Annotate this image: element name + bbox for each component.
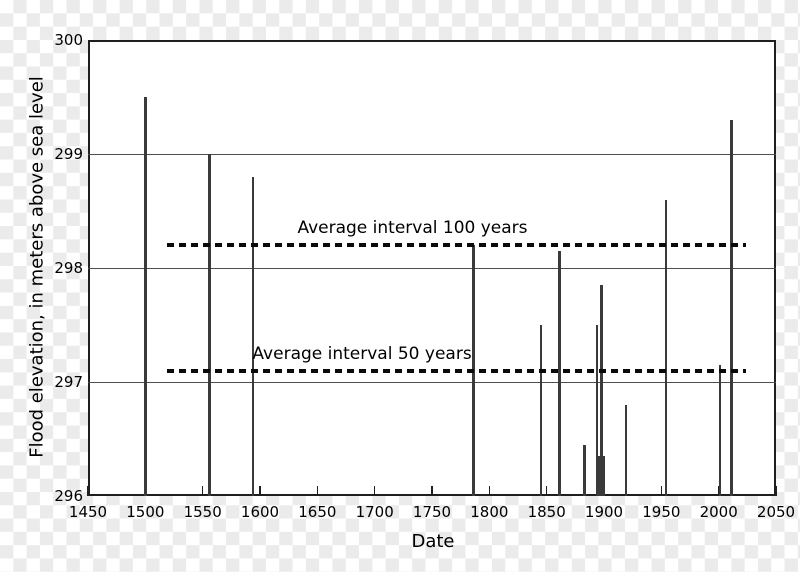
flood-spike <box>624 404 628 496</box>
x-tick-label: 1850 <box>527 503 566 521</box>
x-tick-label: 1900 <box>584 503 624 521</box>
y-tick-label: 296 <box>54 487 83 505</box>
y-tick-label: 299 <box>54 145 83 163</box>
x-tick-label: 1700 <box>355 503 394 521</box>
y-gridline <box>88 381 776 383</box>
x-tick <box>87 486 89 496</box>
x-tick-label: 1600 <box>240 503 280 521</box>
flood-spike <box>558 250 561 496</box>
flood-spike <box>595 325 599 496</box>
ref-line-label-100yr: Average interval 100 years <box>297 218 528 239</box>
x-tick <box>373 486 376 496</box>
flood-spike <box>251 176 255 496</box>
flood-spike <box>664 199 668 496</box>
ref-line-100yr <box>167 243 747 248</box>
ref-line-50yr <box>167 368 747 373</box>
flood-spike <box>730 119 733 496</box>
x-tick <box>660 486 663 496</box>
x-tick <box>775 486 777 496</box>
x-tick-label: 1750 <box>412 503 452 521</box>
plot-area <box>87 40 777 496</box>
x-tick <box>316 486 319 496</box>
x-tick <box>488 486 491 496</box>
flood-spike <box>600 285 603 496</box>
x-tick <box>259 486 261 496</box>
x-tick-label: 1650 <box>298 503 337 521</box>
flood-spike <box>583 444 586 496</box>
y-tick-label: 297 <box>54 373 83 391</box>
y-tick-label: 298 <box>54 259 83 277</box>
x-axis-title: Date <box>411 531 455 552</box>
ref-line-label-50yr: Average interval 50 years <box>252 343 472 364</box>
flood-spike <box>208 154 211 496</box>
y-tick-label: 300 <box>54 31 83 49</box>
flood-spike <box>718 364 722 496</box>
x-tick-label: 1950 <box>642 503 681 521</box>
x-tick-label: 1500 <box>126 503 165 521</box>
x-tick <box>431 486 433 496</box>
x-tick <box>545 486 548 496</box>
flood-spike <box>539 325 543 496</box>
x-tick-label: 2050 <box>756 503 796 521</box>
x-tick-label: 1550 <box>183 503 222 521</box>
x-tick-label: 1800 <box>470 503 509 521</box>
x-tick-label: 1450 <box>68 503 108 521</box>
x-tick-label: 2000 <box>699 503 738 521</box>
x-tick <box>201 486 204 496</box>
flood-spike <box>144 97 147 496</box>
y-gridline <box>88 267 776 269</box>
y-gridline <box>88 153 776 155</box>
